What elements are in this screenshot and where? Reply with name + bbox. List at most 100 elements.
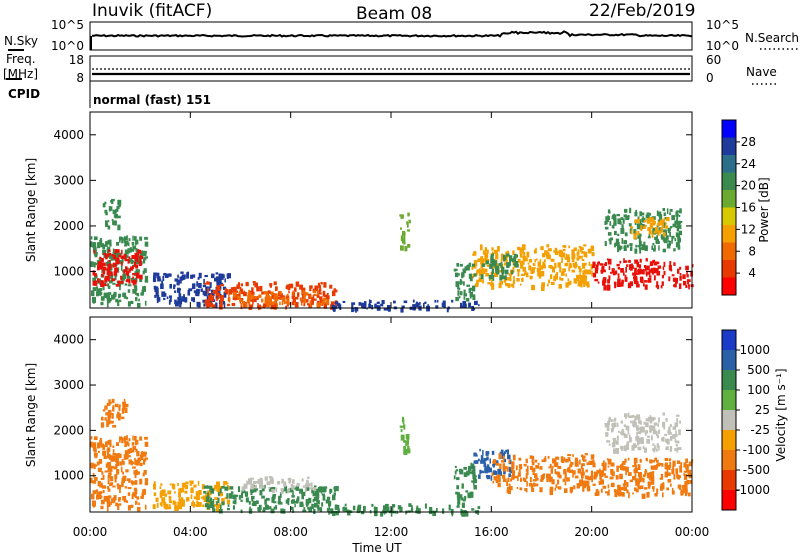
heatmap-cell	[509, 468, 513, 473]
heatmap-cell	[546, 477, 549, 483]
heatmap-cell	[128, 238, 131, 242]
heatmap-cell	[662, 237, 665, 242]
heatmap-cell	[102, 475, 105, 480]
heatmap-cell	[139, 274, 143, 280]
heatmap-cell	[132, 276, 134, 279]
heatmap-cell	[127, 242, 130, 247]
heatmap-cell	[471, 469, 476, 475]
heatmap-cell	[245, 281, 249, 287]
heatmap-cell	[314, 285, 319, 292]
heatmap-cell	[285, 295, 288, 300]
heatmap-cell	[528, 258, 533, 263]
heatmap-cell	[643, 265, 647, 268]
heatmap-cell	[684, 481, 687, 487]
heatmap-cell	[580, 280, 585, 284]
heatmap-cell	[181, 482, 186, 488]
heatmap-cell	[181, 501, 185, 507]
heatmap-cell	[124, 486, 128, 489]
heatmap-cell	[499, 453, 501, 458]
heatmap-cell	[498, 263, 501, 266]
heatmap-cell	[523, 251, 526, 257]
heatmap-cell	[463, 293, 467, 297]
heatmap-cell	[612, 272, 616, 276]
heatmap-cell	[108, 280, 112, 284]
heatmap-cell	[144, 457, 149, 460]
heatmap-cell	[116, 413, 118, 419]
heatmap-cell	[610, 419, 614, 422]
heatmap-cell	[319, 507, 323, 512]
heatmap-cell	[315, 497, 318, 501]
heatmap-cell	[220, 295, 224, 301]
heatmap-cell	[587, 476, 591, 481]
heatmap-cell	[573, 263, 577, 269]
heatmap-cell	[121, 482, 124, 488]
heatmap-cell	[634, 248, 638, 254]
heatmap-cell	[662, 266, 665, 271]
heatmap-cell	[101, 471, 104, 475]
heatmap-cell	[99, 491, 103, 495]
heatmap-cell	[616, 465, 620, 469]
heatmap-cell	[686, 279, 691, 282]
heatmap-cell	[135, 441, 137, 446]
heatmap-cell	[661, 237, 665, 240]
heatmap-cell	[137, 506, 141, 512]
heatmap-cell	[100, 284, 105, 288]
heatmap-cell	[300, 503, 304, 507]
heatmap-cell	[399, 509, 401, 513]
heatmap-cell	[473, 452, 477, 457]
heatmap-cell	[129, 447, 132, 454]
heatmap-cell	[91, 493, 95, 500]
cpid-text: normal (fast) 151	[93, 93, 211, 107]
heatmap-cell	[658, 221, 660, 227]
heatmap-cell	[660, 234, 664, 239]
heatmap-cell	[273, 494, 276, 497]
heatmap-cell	[404, 450, 407, 455]
colorbar-segment	[722, 242, 736, 261]
heatmap-cell	[241, 492, 244, 499]
heatmap-cell	[206, 281, 211, 285]
heatmap-cell	[179, 487, 182, 493]
heatmap-cell	[565, 273, 567, 277]
heatmap-cell	[629, 243, 633, 247]
heatmap-cell	[112, 282, 116, 285]
heatmap-cell	[264, 296, 269, 303]
heatmap-cell	[603, 263, 607, 266]
heatmap-cell	[586, 462, 589, 466]
heatmap-cell	[591, 265, 595, 269]
heatmap-cell	[132, 279, 135, 286]
heatmap-cell	[102, 272, 105, 278]
heatmap-cell	[134, 457, 136, 460]
heatmap-cell	[629, 281, 634, 287]
heatmap-cell	[90, 236, 93, 240]
heatmap-cell	[216, 285, 221, 291]
heatmap-cell	[519, 466, 523, 470]
heatmap-cell	[646, 218, 651, 224]
heatmap-cell	[661, 463, 664, 467]
heatmap-cell	[686, 479, 689, 485]
heatmap-cell	[612, 214, 617, 221]
heatmap-cell	[538, 271, 542, 277]
heatmap-cell	[314, 489, 319, 496]
heatmap-cell	[626, 441, 630, 446]
heatmap-cell	[646, 472, 651, 479]
heatmap-cell	[532, 468, 534, 472]
nave-label: Nave	[746, 65, 777, 79]
heatmap-cell	[461, 511, 466, 517]
heatmap-cell	[664, 225, 669, 229]
heatmap-cell	[113, 215, 117, 218]
heatmap-cell	[174, 290, 177, 293]
heatmap-cell	[569, 280, 572, 285]
heatmap-cell	[209, 485, 213, 492]
heatmap-cell	[218, 508, 223, 514]
heatmap-cell	[501, 266, 505, 273]
heatmap-cell	[458, 296, 461, 299]
heatmap-cell	[473, 273, 477, 277]
heatmap-cell	[634, 464, 637, 470]
heatmap-cell	[616, 491, 621, 496]
heatmap-cell	[284, 485, 288, 492]
heatmap-cell	[501, 271, 504, 277]
heatmap-cell	[221, 498, 225, 504]
heatmap-cell	[143, 268, 147, 273]
heatmap-cell	[399, 425, 403, 428]
